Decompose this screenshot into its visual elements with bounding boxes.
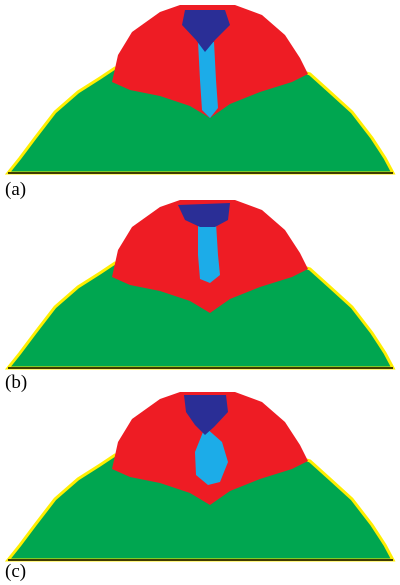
panel-c: (c) xyxy=(5,392,393,582)
figure: (a) (b) (c) xyxy=(0,0,400,585)
panel-label: (b) xyxy=(5,372,27,393)
panel-a: (a) xyxy=(5,5,393,200)
panel-label: (a) xyxy=(5,179,26,200)
panel-b: (b) xyxy=(5,200,393,393)
panel-label: (c) xyxy=(5,561,26,582)
